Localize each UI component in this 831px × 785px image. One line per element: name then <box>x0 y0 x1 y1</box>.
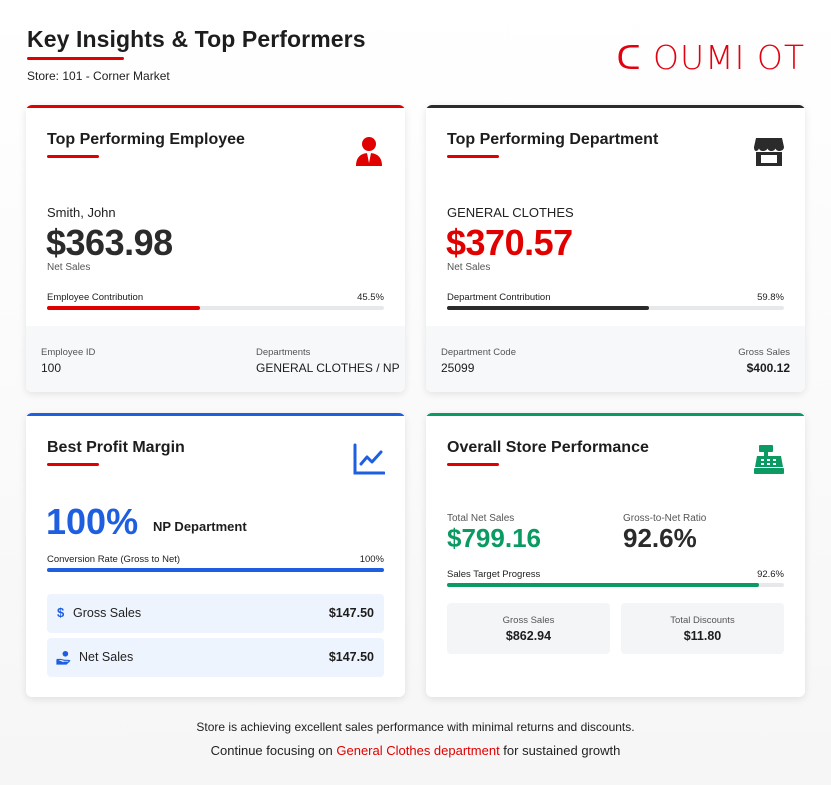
department-card: Top Performing Department GENERAL CLOTHE… <box>426 105 805 392</box>
ratio-label: Gross-to-Net Ratio <box>623 513 707 524</box>
gross-sales-value: $400.12 <box>746 361 790 375</box>
target-bar-fill <box>447 583 760 587</box>
gross-sales-value: $147.50 <box>328 606 374 620</box>
card-title: Top Performing Department <box>447 131 659 148</box>
gross-sales-row: $ Gross Sales $147.50 <box>47 594 384 633</box>
card-topbar <box>26 413 405 416</box>
card-topbar <box>426 105 805 108</box>
card-title: Best Profit Margin <box>47 439 185 456</box>
page-title: Key Insights & Top Performers <box>27 26 366 52</box>
contribution-pct: 45.5% <box>357 292 384 303</box>
contribution-bar-fill <box>447 306 649 310</box>
gross-sales-value: $862.94 <box>505 629 552 643</box>
margin-percent: 100% <box>46 501 139 542</box>
department-details: Department Code 25099 Gross Sales $400.1… <box>426 326 805 392</box>
chart-line-icon <box>353 443 385 475</box>
discounts-label: Total Discounts <box>670 615 735 626</box>
employee-id-value: 100 <box>41 361 62 375</box>
store-label: Store: 101 - Corner Market <box>27 69 170 83</box>
net-sales-label: Net Sales <box>447 262 491 273</box>
card-topbar <box>26 105 405 108</box>
ratio-value: 92.6% <box>623 523 697 553</box>
margin-card: Best Profit Margin 100% NP Department Co… <box>26 413 405 697</box>
card-topbar <box>426 413 805 416</box>
target-label: Sales Target Progress <box>447 569 541 580</box>
target-pct: 92.6% <box>757 569 784 580</box>
gross-sales-label: Gross Sales <box>73 606 142 620</box>
conversion-pct: 100% <box>359 554 384 565</box>
employee-details: Employee ID 100 Departments GENERAL CLOT… <box>26 326 405 392</box>
net-sales-value: $147.50 <box>328 650 374 664</box>
department-code-value: 25099 <box>441 361 475 375</box>
contribution-bar <box>447 306 784 310</box>
contribution-pct: 59.8% <box>757 292 784 303</box>
store-icon <box>754 138 784 166</box>
footer-recommendation: Continue focusing on General Clothes dep… <box>0 743 831 758</box>
department-code-label: Department Code <box>441 347 516 358</box>
employee-id-label: Employee ID <box>41 347 96 358</box>
margin-department: NP Department <box>153 519 247 534</box>
gross-sales-label: Gross Sales <box>502 615 555 626</box>
departments-value: GENERAL CLOTHES / NP <box>256 361 400 375</box>
employee-card: Top Performing Employee Smith, John $363… <box>26 105 405 392</box>
departments-label: Departments <box>256 347 311 358</box>
department-net-sales: $370.57 <box>446 222 573 263</box>
footer-suffix: for sustained growth <box>499 743 621 758</box>
conversion-bar-fill <box>47 568 384 572</box>
contribution-bar-fill <box>47 306 201 310</box>
brand-logo: ᑕ OUMI OT <box>616 38 805 77</box>
footer-prefix: Continue focusing on <box>210 743 337 758</box>
target-bar <box>447 583 784 587</box>
contribution-label: Employee Contribution <box>47 292 144 303</box>
cash-register-icon <box>754 445 784 474</box>
department-name: GENERAL CLOTHES <box>447 205 574 220</box>
discounts-value: $11.80 <box>683 629 722 643</box>
contribution-label: Department Contribution <box>447 292 551 303</box>
footer-highlight: General Clothes department <box>336 743 500 758</box>
card-underline <box>47 463 99 466</box>
dollar-icon: $ <box>57 605 65 620</box>
employee-net-sales: $363.98 <box>46 222 173 263</box>
user-icon <box>356 137 382 166</box>
employee-name: Smith, John <box>47 205 116 220</box>
card-title: Top Performing Employee <box>47 131 245 148</box>
gross-sales-label: Gross Sales <box>738 347 790 358</box>
card-underline <box>47 155 99 158</box>
total-net-label: Total Net Sales <box>447 513 515 524</box>
contribution-bar <box>47 306 384 310</box>
title-underline <box>27 57 124 60</box>
hand-money-icon <box>56 650 71 665</box>
discounts-box: Total Discounts $11.80 <box>621 603 784 654</box>
gross-sales-box: Gross Sales $862.94 <box>447 603 610 654</box>
net-sales-row: Net Sales $147.50 <box>47 638 384 677</box>
card-underline <box>447 155 499 158</box>
total-net-value: $799.16 <box>447 523 541 553</box>
footer-summary: Store is achieving excellent sales perfo… <box>196 720 635 734</box>
store-card: Overall Store Performance Total Net Sale… <box>426 413 805 697</box>
net-sales-label: Net Sales <box>47 262 91 273</box>
conversion-label: Conversion Rate (Gross to Net) <box>47 554 181 565</box>
card-underline <box>447 463 499 466</box>
conversion-bar <box>47 568 384 572</box>
net-sales-label: Net Sales <box>79 650 134 664</box>
page-header: Key Insights & Top Performers Store: 101… <box>27 26 366 83</box>
card-title: Overall Store Performance <box>447 439 649 456</box>
